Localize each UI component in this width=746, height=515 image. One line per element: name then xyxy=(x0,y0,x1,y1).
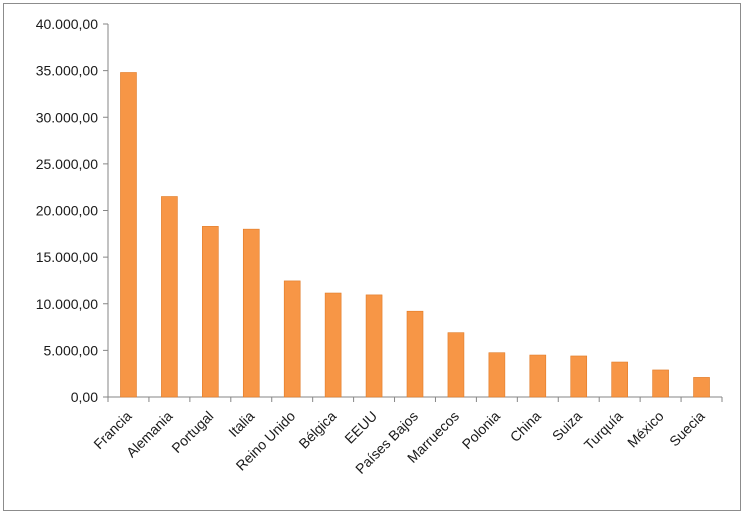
bar xyxy=(202,226,219,398)
y-tick-label: 40.000,00 xyxy=(36,16,98,32)
x-tick-label: México xyxy=(624,408,667,451)
y-tick-label: 5.000,00 xyxy=(44,342,99,358)
y-tick-label: 30.000,00 xyxy=(36,109,98,125)
bar xyxy=(447,332,465,398)
bars xyxy=(120,72,710,398)
y-tick-label: 35.000,00 xyxy=(36,63,98,79)
bar xyxy=(693,377,710,398)
bar xyxy=(406,310,424,398)
x-tick-label: Suiza xyxy=(549,408,585,444)
y-tick-label: 15.000,00 xyxy=(36,249,98,265)
x-tick-label: Portugal xyxy=(168,408,216,456)
x-tick-label: China xyxy=(507,408,544,445)
x-tick-label: Polonia xyxy=(459,408,503,452)
y-tick-label: 0,00 xyxy=(71,389,98,405)
x-tick-label: Suecia xyxy=(666,408,708,450)
bar xyxy=(529,354,547,398)
bar xyxy=(283,280,301,398)
bar xyxy=(488,352,506,398)
x-tick-label: Italia xyxy=(225,408,257,440)
bar xyxy=(120,72,137,398)
y-tick-label: 25.000,00 xyxy=(36,156,98,172)
bar xyxy=(161,196,178,398)
y-ticks: 0,00 5.000,00 10.000,00 15.000,00 20.000,00 2… xyxy=(36,16,108,405)
x-ticks xyxy=(107,397,723,402)
x-tick-label: Turquía xyxy=(581,408,626,453)
bar xyxy=(242,228,260,398)
y-tick-label: 20.000,00 xyxy=(36,203,98,219)
bar xyxy=(570,355,588,398)
bar xyxy=(611,361,628,398)
bar xyxy=(324,292,342,398)
bar xyxy=(652,369,669,398)
y-tick-label: 10.000,00 xyxy=(36,296,98,312)
bar xyxy=(365,294,383,398)
x-tick-label: Bélgica xyxy=(295,408,339,452)
x-tick-label: EEUU xyxy=(341,408,380,447)
